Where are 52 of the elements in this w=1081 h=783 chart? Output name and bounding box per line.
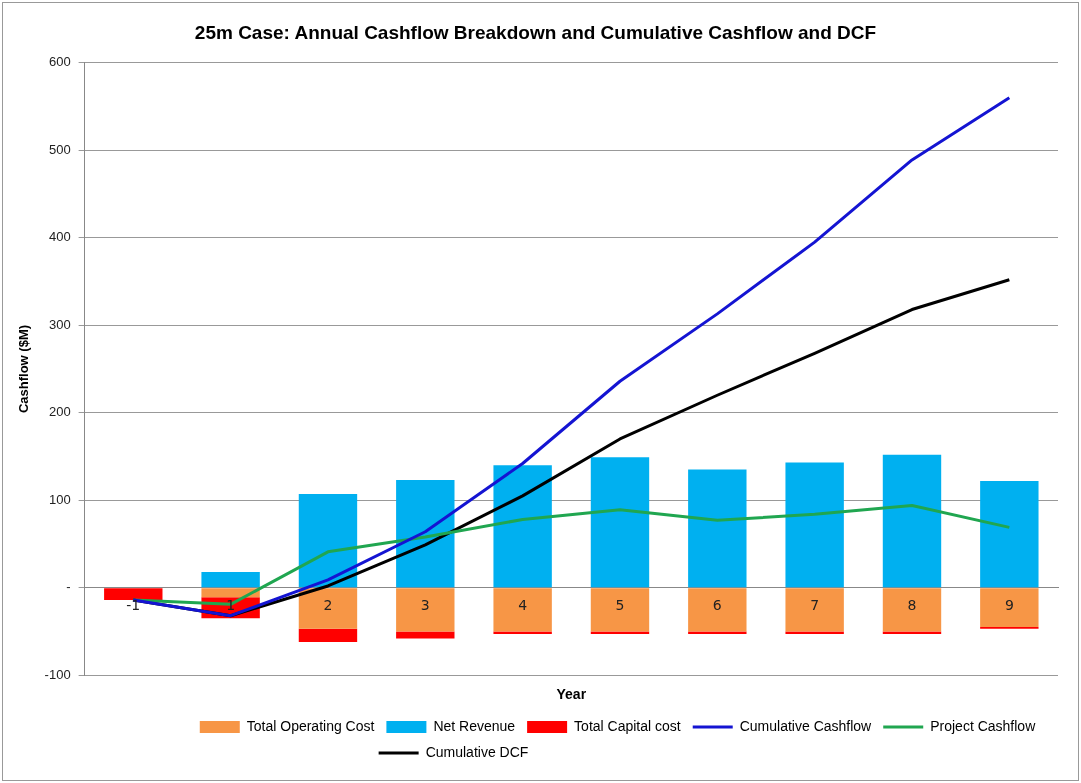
bar — [396, 631, 455, 639]
bar — [201, 588, 260, 598]
bar — [493, 631, 552, 635]
bar — [882, 631, 942, 635]
x-tick-label: 6 — [712, 597, 722, 614]
x-axis-title: Year — [556, 686, 587, 703]
y-tick-label: 300 — [48, 316, 71, 332]
bar — [882, 454, 942, 588]
bar — [396, 588, 455, 632]
legend-label: Total Capital cost — [574, 717, 681, 734]
bar — [590, 588, 650, 632]
y-tick-label: -100 — [44, 666, 71, 682]
x-tick-label: 4 — [518, 597, 528, 614]
y-tick-label: 400 — [48, 229, 71, 245]
bar — [980, 588, 1039, 628]
bar — [785, 631, 844, 635]
bar — [882, 588, 942, 632]
bar — [104, 588, 163, 600]
bar — [785, 462, 844, 588]
x-tick-label: 3 — [420, 597, 430, 614]
bar — [298, 588, 358, 629]
x-tick-label: 8 — [907, 597, 917, 614]
bar — [493, 465, 552, 588]
bar — [688, 588, 747, 632]
y-tick-label: 100 — [48, 491, 71, 507]
bar — [493, 588, 552, 632]
bar — [298, 628, 358, 642]
x-tick-label: 5 — [615, 597, 625, 614]
y-tick-label: 600 — [48, 54, 71, 70]
bar — [298, 494, 358, 588]
y-axis-title: Cashflow ($M) — [16, 324, 32, 414]
legend-label: Cumulative Cashflow — [739, 717, 873, 734]
bar — [590, 457, 650, 588]
legend-label: Net Revenue — [433, 717, 516, 734]
y-tick-label: 200 — [48, 404, 71, 420]
bar — [396, 480, 455, 588]
bar — [590, 631, 650, 635]
legend-label: Cumulative DCF — [425, 743, 529, 760]
bar — [201, 571, 260, 588]
x-tick-label: -1 — [126, 597, 141, 614]
y-tick-label: 500 — [48, 141, 71, 157]
x-tick-label: 2 — [323, 597, 333, 614]
bar — [980, 480, 1039, 588]
x-tick-label: 7 — [810, 597, 820, 614]
chart-title: 25m Case: Annual Cashflow Breakdown and Cumulative Cashflow and DCF — [194, 21, 877, 43]
y-tick-label: - — [66, 579, 71, 595]
bar — [688, 469, 747, 588]
legend-label: Total Operating Cost — [246, 717, 375, 734]
x-tick-label: 9 — [1004, 597, 1014, 614]
bar — [688, 631, 747, 635]
bar — [785, 588, 844, 632]
legend-label: Project Cashflow — [930, 717, 1037, 734]
